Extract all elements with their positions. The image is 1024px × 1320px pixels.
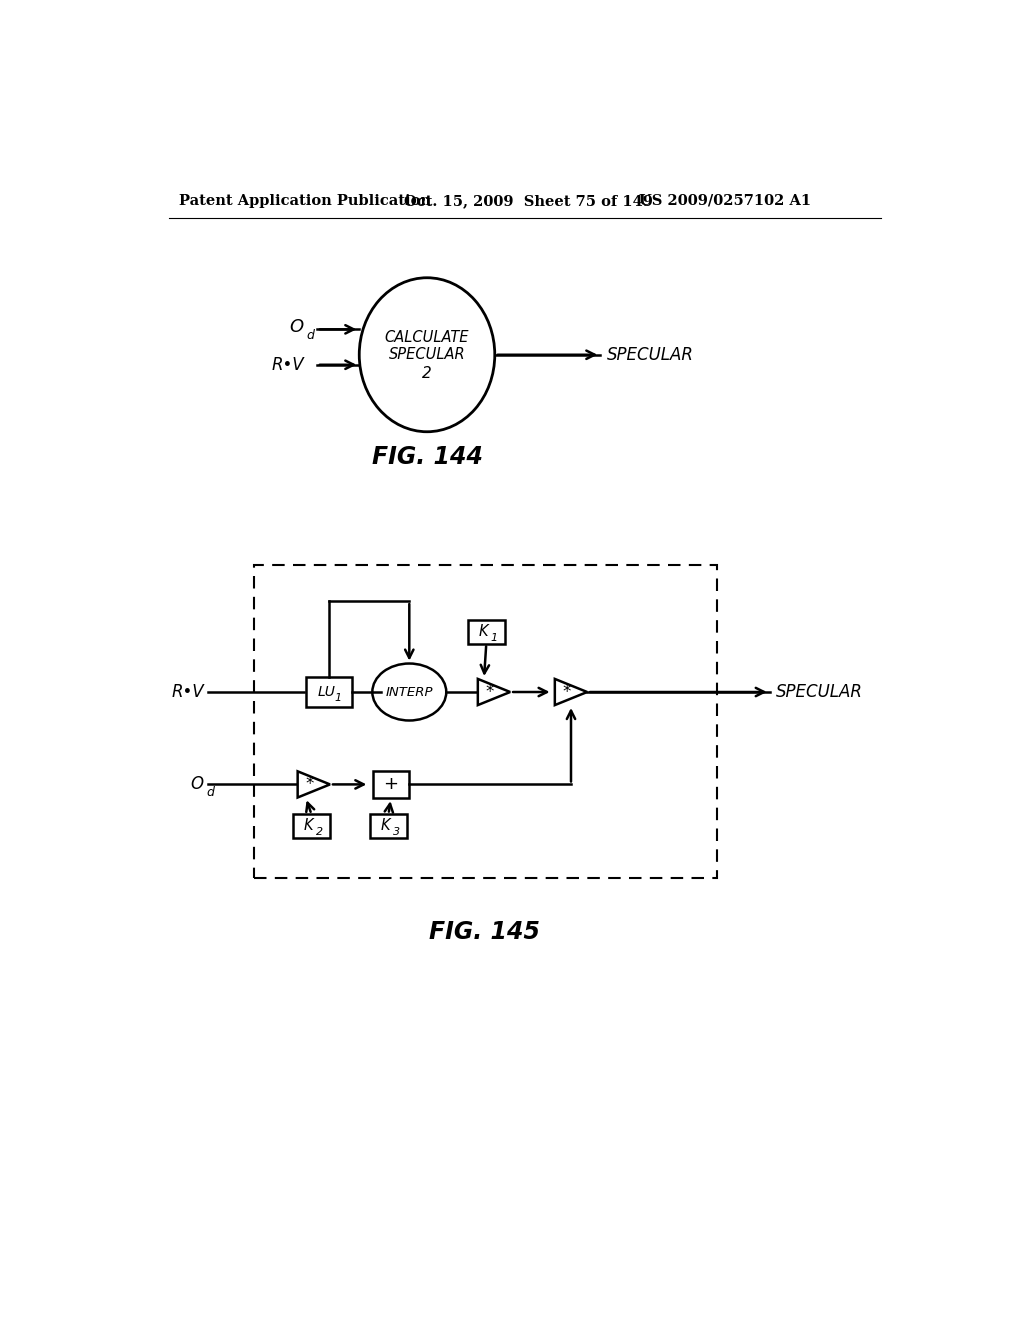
Text: d: d xyxy=(306,329,314,342)
Text: FIG. 145: FIG. 145 xyxy=(429,920,541,944)
Bar xyxy=(370,814,407,838)
Text: SPECULAR: SPECULAR xyxy=(606,346,693,364)
Text: O: O xyxy=(290,318,304,337)
Text: Oct. 15, 2009  Sheet 75 of 149: Oct. 15, 2009 Sheet 75 of 149 xyxy=(403,194,652,207)
Text: Patent Application Publication: Patent Application Publication xyxy=(179,194,431,207)
Text: 2: 2 xyxy=(422,366,432,380)
Text: O: O xyxy=(190,775,204,793)
Text: *: * xyxy=(305,775,313,793)
Bar xyxy=(293,814,330,838)
Text: 3: 3 xyxy=(392,828,399,837)
Bar xyxy=(373,771,409,799)
Text: SPECULAR: SPECULAR xyxy=(776,682,862,701)
Text: US 2009/0257102 A1: US 2009/0257102 A1 xyxy=(639,194,811,207)
Text: 1: 1 xyxy=(490,634,498,643)
Text: SPECULAR: SPECULAR xyxy=(389,347,465,362)
Text: d: d xyxy=(206,787,214,800)
Text: LU: LU xyxy=(317,685,335,700)
Text: 2: 2 xyxy=(315,828,323,837)
Text: FIG. 144: FIG. 144 xyxy=(372,445,482,469)
Text: INTERP: INTERP xyxy=(386,685,433,698)
Text: R•V: R•V xyxy=(271,356,304,374)
Text: K: K xyxy=(478,624,488,639)
Text: K: K xyxy=(304,818,313,833)
Text: 1: 1 xyxy=(335,693,342,704)
Text: *: * xyxy=(562,682,570,701)
Text: CALCULATE: CALCULATE xyxy=(385,330,469,346)
Text: +: + xyxy=(383,775,398,793)
Text: *: * xyxy=(485,682,494,701)
Bar xyxy=(254,565,717,878)
Text: R•V: R•V xyxy=(171,682,204,701)
Bar xyxy=(468,620,505,644)
Bar xyxy=(306,677,352,706)
Text: K: K xyxy=(381,818,390,833)
